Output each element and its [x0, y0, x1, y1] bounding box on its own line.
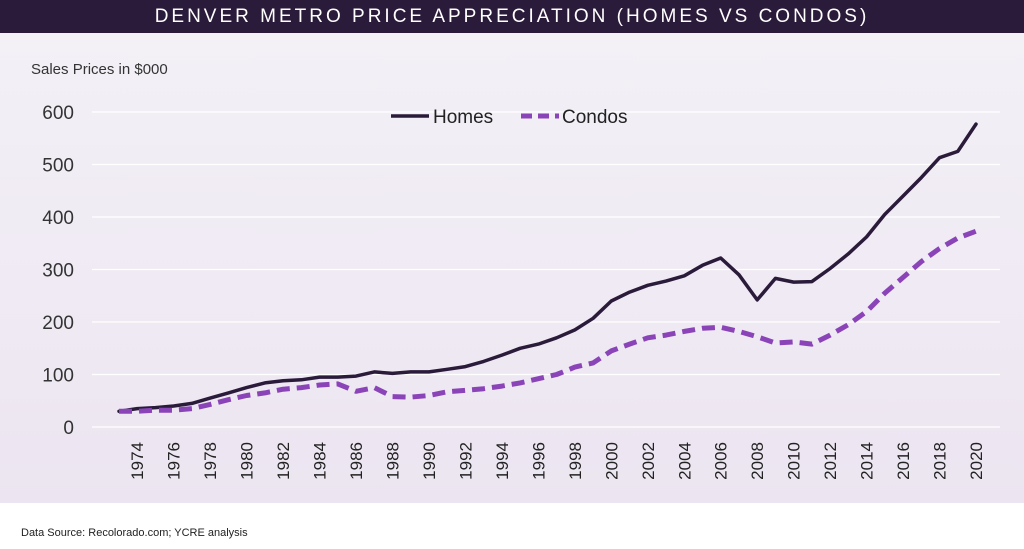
x-tick-label: 2000 [602, 442, 621, 480]
x-tick-label: 1992 [456, 442, 475, 480]
x-tick-label: 1996 [529, 442, 548, 480]
x-tick-label: 2010 [785, 442, 804, 480]
x-tick-label: 1988 [384, 442, 403, 480]
series-lines [117, 122, 978, 414]
legend-label-condos: Condos [562, 107, 628, 128]
x-tick-label: 1990 [420, 442, 439, 480]
x-tick-label: 1974 [128, 442, 147, 480]
y-tick-label: 500 [42, 156, 74, 177]
series-line-homes [117, 122, 978, 414]
x-tick-label: 1982 [274, 442, 293, 480]
x-tick-label: 1980 [238, 442, 257, 480]
y-tick-label: 200 [42, 313, 74, 334]
x-tick-label: 2012 [821, 442, 840, 480]
y-tick-label: 0 [63, 418, 74, 439]
x-tick-label: 2016 [894, 442, 913, 480]
y-tick-label: 300 [42, 261, 74, 282]
x-tick-label: 1978 [201, 442, 220, 480]
x-tick-label: 1986 [347, 442, 366, 480]
x-tick-labels: 1974 1976 1978 1980 1982 1984 1986 1988 1990 1992… [128, 442, 986, 480]
series-line-condos [119, 228, 977, 414]
plot-panel [0, 33, 1024, 503]
x-tick-label: 2002 [639, 442, 658, 480]
x-tick-label: 2008 [748, 442, 767, 480]
x-tick-label: 1994 [493, 442, 512, 480]
x-tick-label: 2020 [967, 442, 986, 480]
x-tick-label: 2018 [931, 442, 950, 480]
y-tick-label: 100 [42, 366, 74, 387]
data-source-note: Data Source: Recolorado.com; YCRE analys… [21, 527, 248, 539]
x-tick-label: 1998 [566, 442, 585, 480]
x-tick-label: 2004 [675, 442, 694, 480]
title-bar: DENVER METRO PRICE APPRECIATION (HOMES V… [0, 0, 1024, 33]
y-tick-label: 400 [42, 208, 74, 229]
y-tick-label: 600 [42, 103, 74, 124]
x-tick-label: 2006 [712, 442, 731, 480]
chart-title: DENVER METRO PRICE APPRECIATION (HOMES V… [154, 5, 870, 27]
y-tick-labels: 0 100 200 300 400 500 600 [42, 103, 74, 439]
legend-label-homes: Homes [433, 107, 493, 128]
x-tick-label: 1976 [165, 442, 184, 480]
x-tick-label: 2014 [858, 442, 877, 480]
x-tick-label: 1984 [311, 442, 330, 480]
y-axis-label: Sales Prices in $000 [31, 61, 168, 78]
grid-lines [92, 111, 1000, 428]
legend: Homes Condos [391, 107, 628, 128]
